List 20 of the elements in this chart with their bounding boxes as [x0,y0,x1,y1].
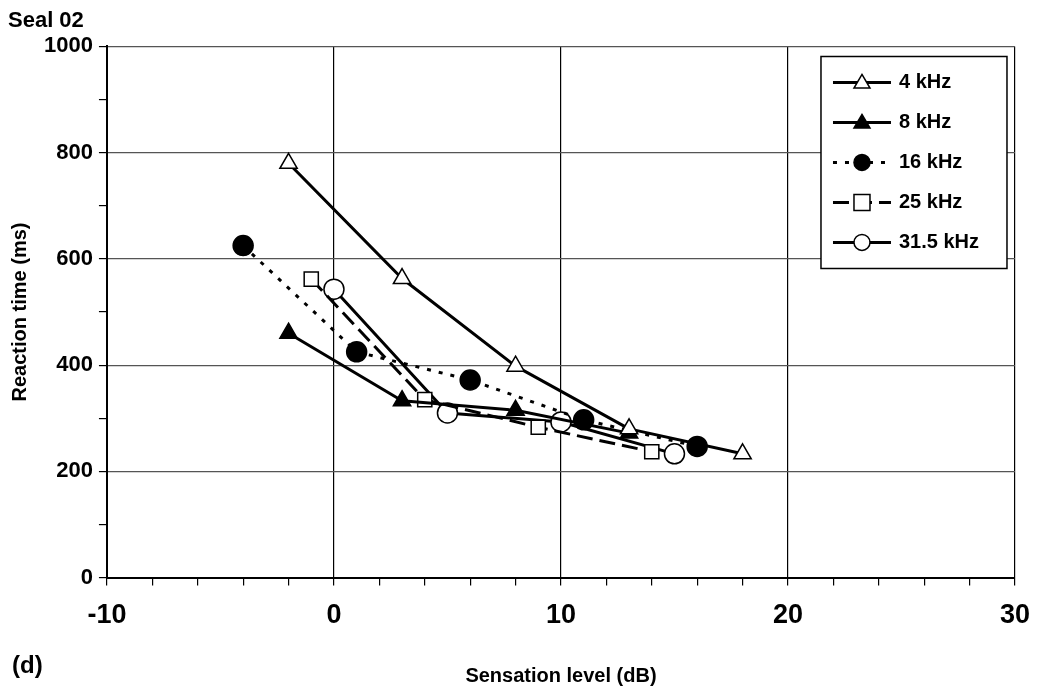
chart-title: Seal 02 [8,7,84,33]
legend-label: 31.5 kHz [898,229,980,252]
x-tick-label: 30 [999,599,1031,630]
legend-label: 8 kHz [898,109,952,132]
y-tick-label: 600 [56,244,93,270]
legend-label: 4 kHz [898,69,952,92]
legend-label: 25 kHz [898,189,963,212]
y-axis-title: Reaction time (ms) [7,222,30,402]
x-tick-label: 0 [326,599,342,630]
y-tick-label: 200 [56,457,93,483]
x-axis-title: Sensation level (dB) [465,663,657,686]
y-tick-label: 800 [56,138,93,164]
y-tick-label: 0 [80,563,93,589]
y-tick-label: 1000 [43,32,93,58]
text: (d) [12,650,43,678]
y-tick-label: 400 [56,351,93,377]
x-tick-label: -10 [87,599,127,630]
legend-label: 16 kHz [898,149,963,172]
x-tick-label: 10 [545,599,576,630]
x-tick-label: 20 [772,599,803,630]
